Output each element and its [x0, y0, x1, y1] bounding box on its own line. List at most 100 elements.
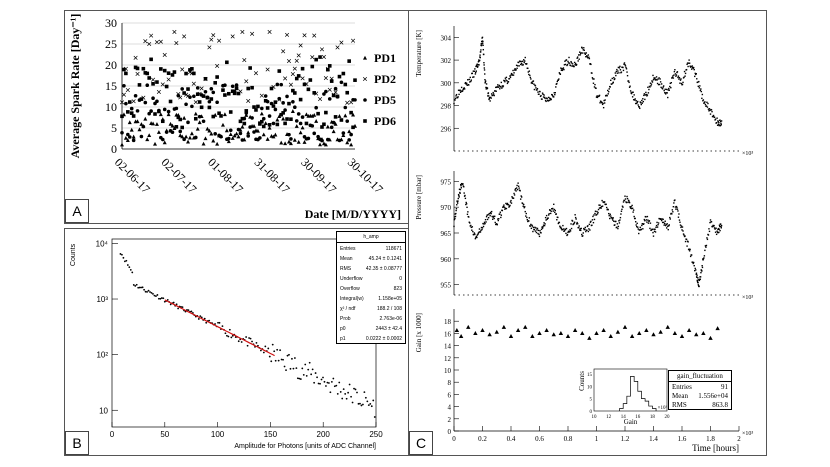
pressure-point [653, 230, 656, 233]
temperature-point [599, 102, 601, 104]
temperature-point [475, 70, 477, 72]
pressure-point [570, 227, 573, 230]
gain-point [615, 329, 621, 334]
pressure-point [679, 224, 682, 226]
temperature-point [483, 53, 485, 56]
temperature-point [566, 64, 568, 67]
point-pd2 [281, 49, 286, 54]
pressure-point [550, 210, 552, 212]
temperature-point [581, 46, 583, 49]
point-pd6 [246, 86, 251, 91]
temperature-point [634, 102, 637, 105]
point-pd6 [192, 71, 196, 76]
temperature-point [541, 98, 543, 100]
temperature-point [635, 100, 637, 102]
temperature-point [531, 81, 533, 83]
temperature-point [608, 88, 610, 90]
point-pd1 [222, 112, 227, 117]
gain-y-tick-label: 0 [448, 428, 452, 436]
temperature-point [574, 62, 577, 65]
point-pd5 [192, 94, 196, 99]
pressure-point [644, 219, 646, 222]
gain-point [665, 324, 670, 329]
pressure-point [573, 221, 576, 223]
temperature-point [457, 89, 460, 91]
pressure-point [640, 228, 642, 231]
point-pd1 [166, 112, 171, 117]
data-point [240, 341, 243, 343]
temperature-point [568, 56, 570, 59]
pressure-point [544, 216, 547, 219]
pressure-point [529, 225, 532, 227]
pressure-point [489, 214, 491, 217]
time-x-tick-label: 0 [452, 435, 456, 443]
temperature-point [549, 99, 551, 101]
pressure-point [504, 208, 506, 210]
pressure-point [547, 217, 549, 219]
temperature-point [653, 78, 656, 80]
point-pd6 [310, 64, 315, 69]
temperature-point [493, 94, 495, 97]
pressure-point [453, 225, 455, 228]
pressure-point [528, 220, 530, 222]
pressure-point [648, 220, 651, 222]
data-point [347, 391, 350, 394]
point-pd1 [261, 132, 266, 137]
point-pd5 [324, 89, 328, 94]
pressure-point [510, 199, 512, 202]
gain-point [637, 331, 642, 335]
point-pd2 [242, 58, 247, 63]
point-pd5 [230, 84, 235, 89]
point-pd2 [162, 52, 167, 58]
point-pd5 [293, 105, 297, 110]
pressure-point [617, 227, 619, 230]
pressure-point [540, 228, 543, 231]
temperature-point [682, 81, 684, 84]
point-pd1 [345, 140, 350, 145]
temperature-point [531, 82, 534, 85]
point-pd5 [226, 136, 231, 141]
data-point [341, 397, 344, 400]
point-pd6 [141, 66, 146, 71]
point-pd1 [240, 124, 245, 129]
pressure-point [597, 211, 599, 214]
temperature-point [537, 91, 539, 93]
point-pd5 [339, 80, 344, 85]
point-pd6 [126, 110, 130, 114]
pressure-point [504, 207, 507, 209]
time-x-tick-label: 1.2 [621, 435, 630, 443]
pressure-point [601, 199, 603, 202]
temperature-point [500, 81, 503, 84]
gain-point [580, 331, 585, 335]
gain-point [480, 327, 485, 332]
temperature-point [590, 63, 592, 66]
point-pd6 [326, 67, 330, 72]
data-point [325, 385, 327, 387]
temperature-point [684, 75, 686, 77]
temperature-point [653, 77, 655, 79]
pressure-point [516, 188, 519, 191]
temperature-point [588, 56, 590, 58]
pressure-point [493, 217, 495, 220]
panel-a: 0 5 10 15 20 25 30 02-06-17 02-07-17 01-08-17 31-0… [64, 10, 409, 224]
point-pd5 [190, 104, 194, 109]
point-pd1 [195, 126, 200, 131]
gain-point [515, 327, 521, 332]
point-pd6 [162, 68, 167, 73]
temperature-point [556, 80, 559, 83]
point-pd2 [259, 93, 264, 98]
temperature-point [538, 93, 540, 95]
temperature-point [563, 64, 566, 66]
y-tick-label: 10² [96, 351, 108, 360]
pressure-point [587, 230, 590, 233]
pressure-point [535, 227, 537, 229]
pressure-point [465, 201, 467, 204]
pressure-point [474, 237, 477, 240]
pressure-point [711, 226, 714, 228]
temperature-point [544, 97, 546, 100]
pressure-point [674, 206, 677, 208]
temperature-point [704, 101, 706, 103]
point-pd1 [302, 140, 307, 144]
gain-point [466, 324, 471, 329]
point-pd6 [291, 88, 295, 93]
